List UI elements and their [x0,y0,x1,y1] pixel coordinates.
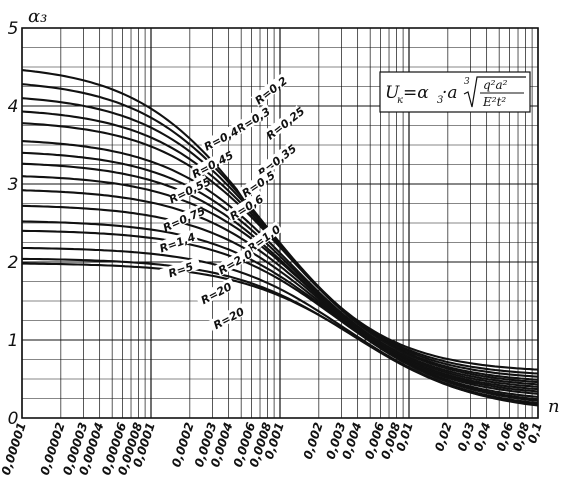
curve-label: R=0,75 [161,204,208,234]
curve-label-backdrop [250,72,290,107]
x-axis-label: n [548,396,560,417]
curve-label-backdrop [156,229,198,255]
curve-label-backdrop [191,148,233,179]
y-tick-label: 3 [8,175,19,195]
formula-lhs-subscript: к [397,95,403,106]
formula-equals-alpha: =α [403,83,429,103]
formula-alpha-subscript: 3 [437,95,443,106]
curve-label-backdrop [195,277,237,308]
formula-box: U к =α 3 ·a 3 q²a² E²t² [379,71,531,113]
formula-numerator: q²a² [483,78,508,92]
curve-series [21,175,539,393]
y-tick-label: 2 [8,253,19,273]
curve-series [21,110,539,381]
y-tick-label: 0 [8,409,19,429]
curve-series [21,204,539,398]
curve-series [21,97,539,378]
curves [21,69,539,407]
curve-label-backdrop [168,175,211,204]
curve-label: R=0,2 [253,74,291,107]
curve-labels: R=0,2R=0,25R=0,3R=0,35R=0,4R=0,45R=0,5R=… [156,72,308,332]
curve-label-backdrop [225,190,267,223]
curve-series [21,140,539,386]
curve-label-backdrop [214,245,256,277]
curve-label-backdrop [237,167,278,200]
y-tick-labels: 0 1 2 3 4 5 [8,19,19,429]
x-tick-label: 0,02 [432,421,454,453]
y-tick-label: 5 [8,19,19,39]
x-tick-labels: 0,00001 0,000020,000030,000040,000060,000… [0,421,545,477]
curve-label-backdrop [243,221,284,255]
curve-label-backdrop [257,142,296,177]
formula-a: ·a [442,83,458,103]
curve-label-backdrop [200,123,242,153]
curve-label: R=5 [167,260,195,280]
y-tick-label: 4 [8,97,19,117]
y-axis-label: α₃ [28,6,47,27]
radical-sign [463,76,526,108]
formula-root-index: 3 [464,77,470,87]
y-tick-label: 1 [8,331,19,351]
curve-series [21,162,539,391]
curve-series [21,189,539,395]
x-tick-label: 0,1 [525,421,545,446]
x-tick-label: 0,00001 [0,421,29,477]
curve-label-backdrop [232,103,273,135]
formula-lhs: U [385,83,400,103]
curve-label-backdrop [162,204,205,232]
curve-series [22,262,539,407]
curve-label-backdrop [159,256,202,281]
curve-label-backdrop [207,302,249,332]
formula-frame [379,71,531,113]
curve-series [21,122,539,384]
curve-label-backdrop [265,105,305,140]
curve-series [21,229,539,402]
x-tick-label: 0,002 [301,421,326,461]
curve-series [21,151,539,388]
curve-label: R=0,4 [202,125,241,154]
formula-denominator: E²t² [482,95,506,109]
